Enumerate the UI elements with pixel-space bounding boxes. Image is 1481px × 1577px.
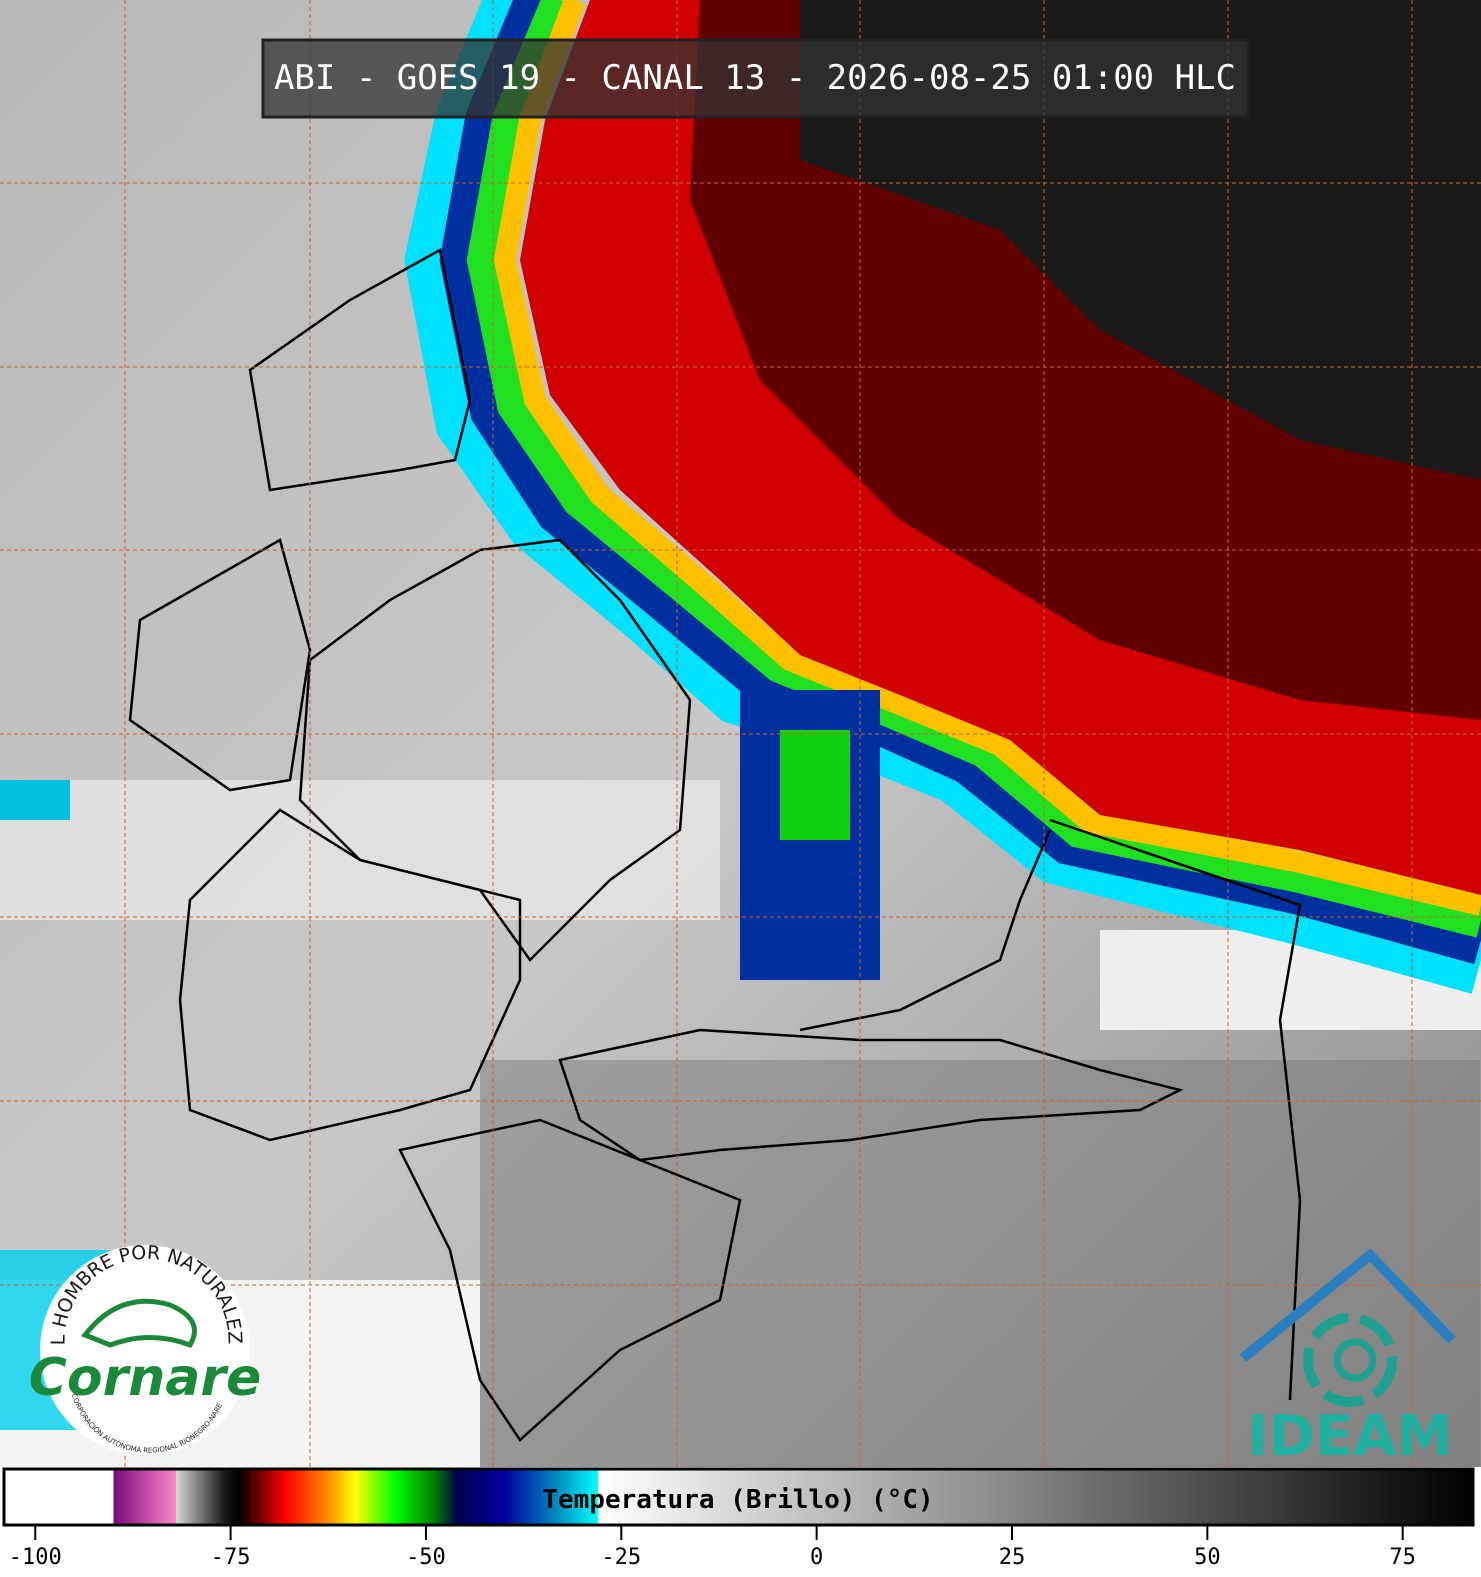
ideam-logo: IDEAM (1239, 1248, 1456, 1469)
colorbar-tick-label: -25 (601, 1545, 641, 1570)
colorbar-tick-label: -50 (406, 1545, 446, 1570)
colorbar-tick-label: -75 (211, 1545, 251, 1570)
colorbar-tick-label: 50 (1194, 1545, 1221, 1570)
colorbar-tick-label: -100 (9, 1545, 62, 1570)
title: ABI - GOES 19 - CANAL 13 - 2026-08-25 01… (274, 58, 1236, 98)
colorbar-tick-label: 0 (810, 1545, 823, 1570)
colorbar-label: Temperatura (Brillo) (°C) (542, 1485, 933, 1515)
colorbar-tick-label: 75 (1389, 1545, 1416, 1570)
title-box (261, 38, 1250, 119)
colorbar: Temperatura (Brillo) (°C) -100 -75 -50 -25 0… (2, 1467, 1475, 1570)
satellite-image (0, 0, 1481, 1467)
colorbar-tick-label: 25 (999, 1545, 1026, 1570)
cornare-name: Cornare (29, 1348, 262, 1408)
colorbar-gradient (2, 1467, 1475, 1527)
ideam-name: IDEAM (1248, 1404, 1453, 1469)
